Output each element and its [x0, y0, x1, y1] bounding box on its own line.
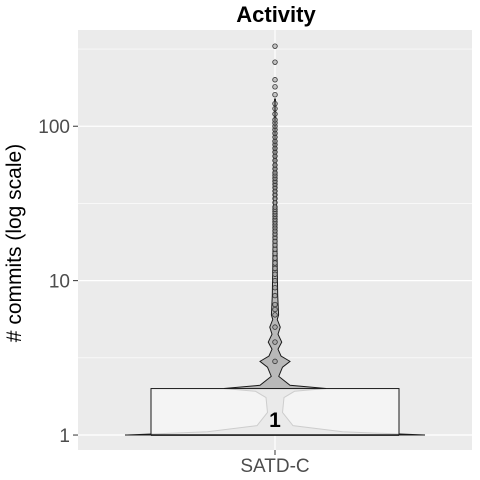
- outlier-point: [272, 77, 278, 83]
- outlier-point: [272, 92, 278, 98]
- outlier-point: [272, 292, 278, 299]
- outlier-point: [272, 260, 278, 266]
- y-axis-label: # commits (log scale): [3, 144, 26, 342]
- outlier-point: [272, 312, 278, 318]
- outlier-point: [272, 105, 278, 112]
- y-tick-label: 100: [38, 117, 70, 138]
- outlier-point: [272, 117, 278, 123]
- outlier-point: [272, 339, 278, 345]
- outlier-point: [272, 84, 278, 90]
- outlier-point: [272, 324, 278, 330]
- outlier-point: [272, 265, 278, 272]
- outlier-point: [272, 43, 278, 49]
- median-label: 1: [269, 409, 281, 432]
- outlier-point: [272, 157, 278, 164]
- outlier-point: [272, 204, 278, 210]
- outlier-point: [272, 162, 278, 168]
- outlier-layer: [272, 43, 278, 365]
- x-axis: SATD-C: [240, 450, 310, 477]
- x-tick-label: SATD-C: [240, 456, 309, 477]
- outlier-point: [272, 285, 278, 291]
- outlier-point: [272, 277, 278, 284]
- outlier-point: [272, 358, 278, 365]
- outlier-point: [272, 306, 278, 313]
- chart-title: Activity: [236, 2, 316, 27]
- outlier-point: [272, 271, 278, 277]
- box-layer: [150, 388, 400, 436]
- box-iqr: [150, 388, 400, 436]
- y-axis: 1 10 100: [38, 117, 78, 447]
- y-tick-label: 1: [59, 426, 70, 447]
- outlier-point: [272, 59, 278, 65]
- outlier-point: [272, 301, 278, 308]
- outlier-point: [272, 100, 278, 107]
- outlier-point: [272, 255, 278, 261]
- outlier-point: [272, 111, 278, 117]
- outlier-point: [272, 250, 278, 257]
- y-tick-label: 10: [49, 272, 70, 293]
